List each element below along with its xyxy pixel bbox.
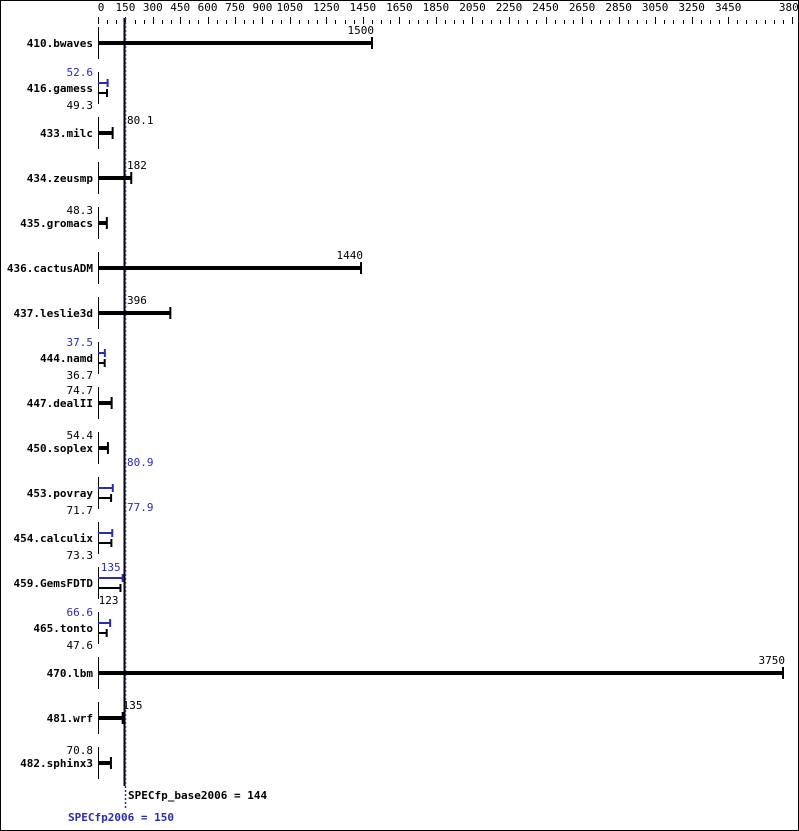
category-label: 459.GemsFDTD	[14, 577, 94, 590]
category-label: 436.cactusADM	[7, 262, 93, 275]
axis-tick-label: 3800	[779, 1, 799, 14]
base-value-label: 1440	[337, 249, 364, 262]
axis-tick-label: 2450	[532, 1, 559, 14]
peak-reference-label: SPECfp2006 = 150	[68, 811, 174, 824]
axis-tick-label: 3450	[715, 1, 742, 14]
axis-tick-label: 750	[225, 1, 245, 14]
axis-tick-label: 600	[198, 1, 218, 14]
axis-tick-label: 2650	[569, 1, 596, 14]
category-label: 410.bwaves	[27, 37, 93, 50]
peak-value-label: 37.5	[67, 336, 94, 349]
axis-tick-label: 1650	[386, 1, 413, 14]
axis-tick-label: 150	[115, 1, 135, 14]
peak-value-label: 80.9	[127, 456, 154, 469]
axis-tick-label: 1250	[313, 1, 340, 14]
base-value-label: 70.8	[67, 744, 94, 757]
peak-value-label: 66.6	[67, 606, 94, 619]
base-value-label: 48.3	[67, 204, 94, 217]
category-label: 453.povray	[27, 487, 94, 500]
category-label: 444.namd	[40, 352, 93, 365]
axis-tick-label: 3050	[642, 1, 669, 14]
axis-tick-label: 0	[98, 1, 105, 14]
category-label: 434.zeusmp	[27, 172, 94, 185]
base-value-label: 54.4	[67, 429, 94, 442]
axis-tick-label: 2050	[459, 1, 486, 14]
peak-value-label: 77.9	[127, 501, 154, 514]
base-value-label: 47.6	[67, 639, 94, 652]
axis-tick-label: 1850	[423, 1, 450, 14]
category-label: 437.leslie3d	[14, 307, 93, 320]
category-label: 447.dealII	[27, 397, 93, 410]
axis-tick-label: 1050	[277, 1, 304, 14]
category-label: 481.wrf	[47, 712, 93, 725]
base-value-label: 182	[127, 159, 147, 172]
peak-value-label: 52.6	[67, 66, 94, 79]
category-label: 416.gamess	[27, 82, 93, 95]
category-label: 482.sphinx3	[20, 757, 93, 770]
category-label: 454.calculix	[14, 532, 94, 545]
base-value-label: 135	[123, 699, 143, 712]
base-value-label: 1500	[348, 24, 375, 37]
category-label: 465.tonto	[33, 622, 93, 635]
category-label: 435.gromacs	[20, 217, 93, 230]
base-value-label: 71.7	[67, 504, 94, 517]
base-reference-label: SPECfp_base2006 = 144	[128, 789, 267, 802]
axis-tick-label: 300	[143, 1, 163, 14]
base-value-label: 36.7	[67, 369, 94, 382]
base-value-label: 3750	[759, 654, 786, 667]
base-value-label: 80.1	[127, 114, 154, 127]
category-label: 450.soplex	[27, 442, 94, 455]
base-value-label: 74.7	[67, 384, 94, 397]
axis-tick-label: 450	[170, 1, 190, 14]
category-label: 433.milc	[40, 127, 93, 140]
base-value-label: 123	[99, 594, 119, 607]
base-value-label: 73.3	[67, 549, 94, 562]
axis-tick-label: 900	[252, 1, 272, 14]
axis-tick-label: 2250	[496, 1, 523, 14]
axis-tick-label: 2850	[605, 1, 632, 14]
peak-value-label: 135	[101, 561, 121, 574]
base-value-label: 49.3	[67, 99, 94, 112]
axis-tick-label: 1450	[350, 1, 377, 14]
category-label: 470.lbm	[47, 667, 94, 680]
axis-tick-label: 3250	[678, 1, 705, 14]
base-value-label: 396	[127, 294, 147, 307]
